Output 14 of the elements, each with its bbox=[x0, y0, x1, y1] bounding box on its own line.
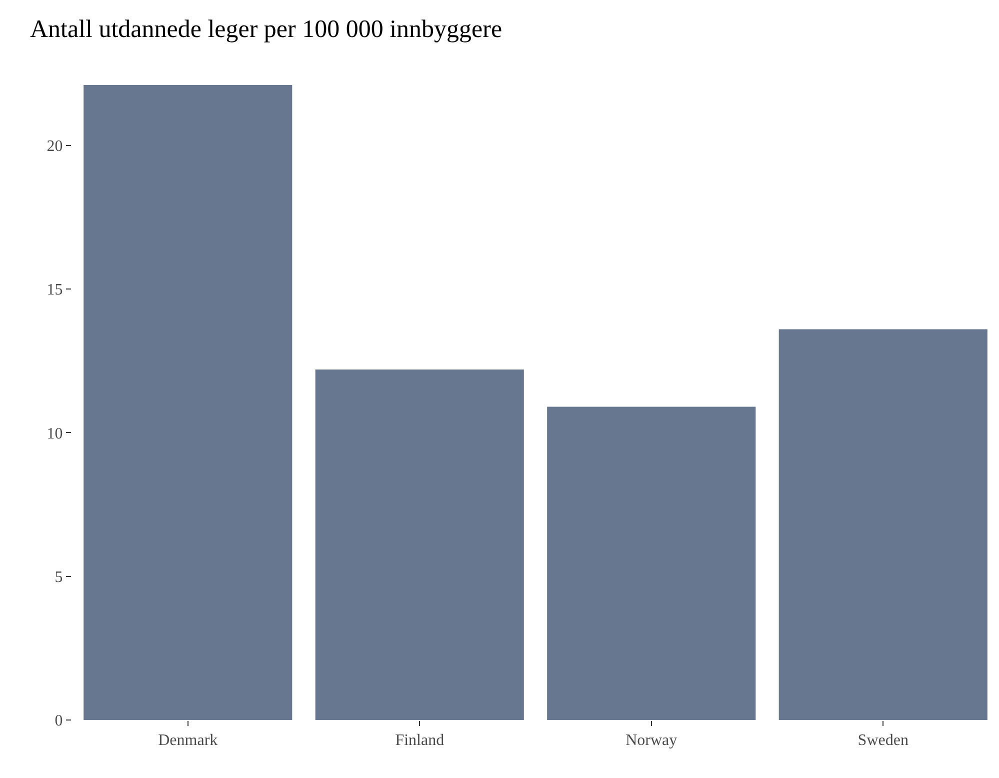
y-tick-label: 20 bbox=[46, 138, 63, 155]
y-tick-label: 5 bbox=[54, 568, 63, 586]
y-tick-label: 10 bbox=[46, 425, 63, 442]
x-tick-label: Finland bbox=[395, 732, 444, 750]
bar bbox=[778, 329, 988, 720]
bar bbox=[84, 85, 292, 720]
y-tick-label: 15 bbox=[46, 282, 63, 299]
x-tick-label: Denmark bbox=[158, 732, 218, 750]
chart-title: Antall utdannede leger per 100 000 innbyggere bbox=[30, 16, 502, 43]
bar bbox=[547, 406, 756, 720]
y-tick-label: 0 bbox=[54, 712, 63, 730]
x-tick-label: Norway bbox=[626, 732, 678, 750]
x-tick-label: Sweden bbox=[858, 732, 908, 750]
bar bbox=[315, 369, 524, 720]
